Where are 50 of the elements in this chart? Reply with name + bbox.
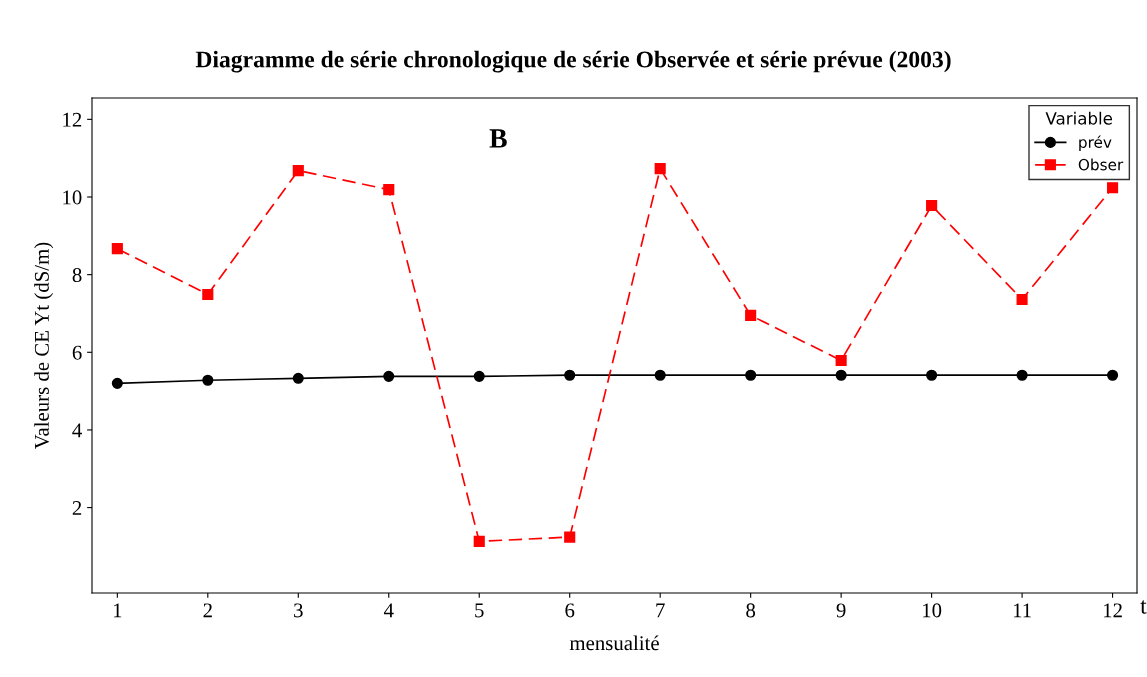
x-tick-label: 2 <box>203 603 212 618</box>
point <box>292 165 304 177</box>
point <box>654 163 666 175</box>
y-tick-label: 4 <box>72 423 82 438</box>
point <box>835 369 847 381</box>
y-tick-label: 10 <box>63 190 82 205</box>
point <box>473 535 485 547</box>
point <box>745 369 757 381</box>
point <box>564 369 576 381</box>
y-tick-label: 12 <box>63 112 82 127</box>
point <box>1016 293 1028 306</box>
point <box>564 531 576 543</box>
point <box>654 369 666 381</box>
point <box>202 374 214 386</box>
annotation: B <box>489 129 507 148</box>
point <box>111 243 123 255</box>
point <box>835 354 847 367</box>
x-tick-label: 5 <box>475 603 484 618</box>
point <box>1107 182 1119 194</box>
x-tick-label: 7 <box>656 603 665 618</box>
legend-title: Variable <box>1045 111 1113 125</box>
x-tick-label: 3 <box>294 603 303 618</box>
x-tick-label: 12 <box>1103 603 1122 618</box>
y-axis-title: Valeurs de CE Yt (dS/m) <box>34 242 54 450</box>
x-tick-label: 9 <box>836 603 846 618</box>
point <box>383 184 395 196</box>
point <box>111 377 123 389</box>
x-tick-label: 1 <box>113 603 122 618</box>
x-tick-label: 4 <box>383 603 394 618</box>
y-tick-label: 2 <box>72 501 82 515</box>
y-tick-label: 8 <box>72 268 82 283</box>
point <box>473 370 485 382</box>
legend-label: Obser <box>1078 158 1124 171</box>
x-tick-label: 11 <box>1013 603 1031 618</box>
x-axis-title: mensualité <box>569 635 659 651</box>
x-tick-label: 6 <box>565 603 575 618</box>
point <box>1107 369 1119 381</box>
point <box>926 369 938 381</box>
chart-title: Diagramme de série chronologique de série Observée et série prévue (2003) <box>195 50 951 73</box>
x-tick-label: 10 <box>923 603 942 618</box>
point <box>202 288 214 301</box>
legend-label: prév <box>1079 135 1112 151</box>
point <box>926 199 938 212</box>
point <box>383 370 395 382</box>
x-tick-label: 8 <box>746 603 756 618</box>
point <box>292 372 304 384</box>
y-tick-label: 6 <box>72 345 82 360</box>
point <box>745 309 757 321</box>
text: t <box>1140 600 1147 614</box>
point <box>1016 369 1028 381</box>
